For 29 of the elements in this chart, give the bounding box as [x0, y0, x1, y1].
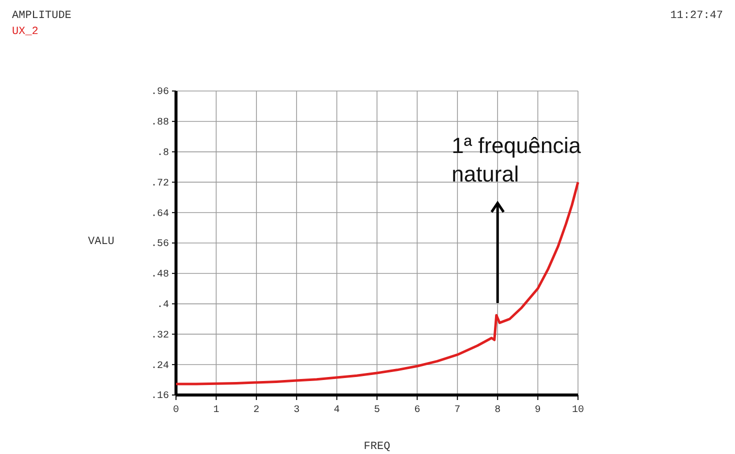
x-tick-label: 10 — [572, 405, 584, 416]
x-tick-label: 9 — [534, 405, 541, 416]
y-tick-label: .88 — [150, 118, 169, 129]
x-tick-label: 1 — [213, 405, 220, 416]
y-tick-label: .72 — [150, 178, 169, 190]
y-tick-label: .24 — [150, 360, 169, 372]
x-tick-label: 2 — [253, 405, 260, 416]
y-tick-label: .32 — [150, 330, 169, 342]
x-tick-label: 7 — [454, 405, 460, 416]
text: AMPLITUDE — [12, 10, 72, 22]
y-tick-label: .96 — [150, 87, 169, 98]
y-tick-label: .56 — [150, 239, 169, 250]
annotation: 1ª frequência natural — [452, 133, 582, 187]
x-axis-title: FREQ — [364, 441, 391, 453]
text: UX_2 — [12, 26, 38, 38]
y-tick-label: .16 — [150, 391, 169, 402]
x-tick-label: 0 — [172, 405, 180, 416]
x-tick-label: 5 — [374, 405, 380, 416]
y-tick-label: .64 — [150, 208, 169, 220]
x-tick-label: 3 — [294, 405, 300, 416]
x-tick-label: 8 — [494, 405, 501, 416]
y-tick-label: .48 — [150, 270, 169, 281]
x-tick-label: 6 — [414, 405, 420, 416]
y-axis-title: VALU — [88, 236, 114, 248]
line-series — [174, 180, 580, 386]
x-tick-label: 4 — [334, 405, 340, 416]
text: 11:27:47 — [670, 10, 723, 22]
y-tick-label: .4 — [156, 300, 169, 311]
y-tick-label: .8 — [156, 148, 169, 159]
